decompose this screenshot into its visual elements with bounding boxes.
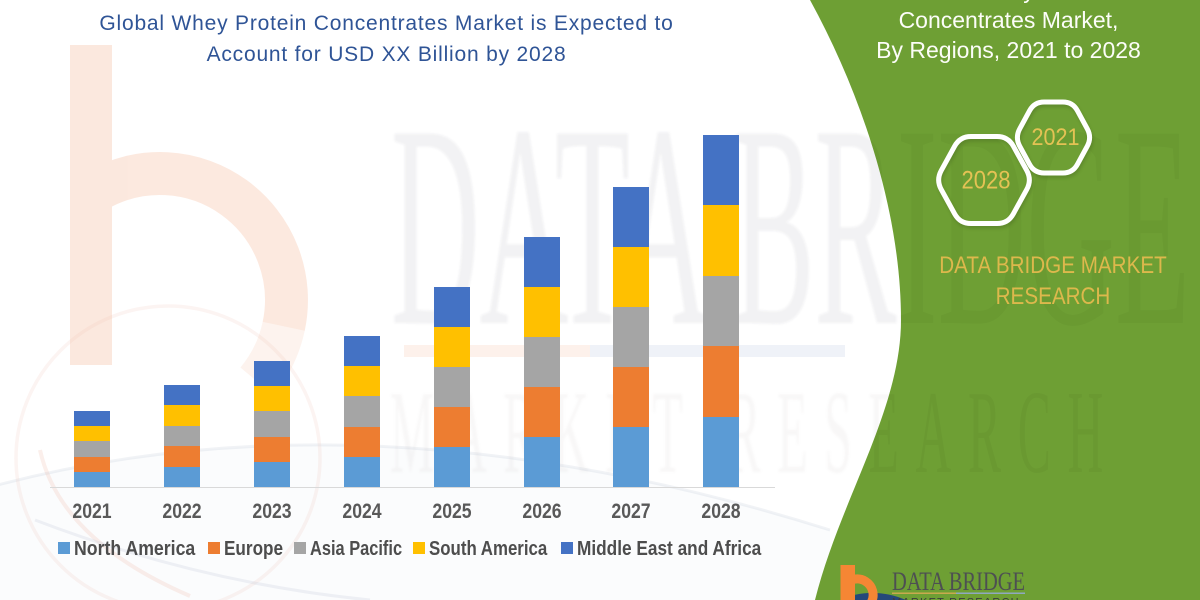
svg-text:MARKET RESEARCH: MARKET RESEARCH xyxy=(892,597,1020,600)
svg-text:2028: 2028 xyxy=(962,167,1011,195)
svg-text:2021: 2021 xyxy=(1032,124,1080,151)
svg-text:MARKET RESEARCH: MARKET RESEARCH xyxy=(390,366,1120,498)
svg-text:DATA BRIDGE: DATA BRIDGE xyxy=(892,567,1025,596)
